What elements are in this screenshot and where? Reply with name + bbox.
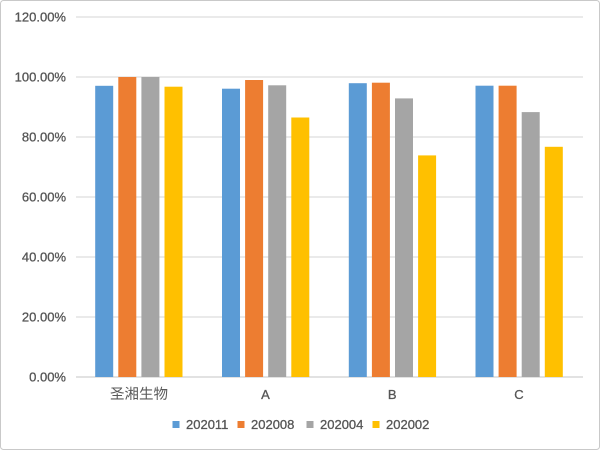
svg-text:40.00%: 40.00% [22,250,67,265]
svg-text:202008: 202008 [251,417,294,432]
svg-text:0.00%: 0.00% [29,370,66,385]
svg-text:A: A [261,387,270,402]
svg-text:100.00%: 100.00% [15,70,67,85]
svg-text:80.00%: 80.00% [22,130,67,145]
svg-text:B: B [388,387,397,402]
svg-text:120.00%: 120.00% [15,10,67,25]
svg-text:202002: 202002 [386,417,429,432]
svg-text:202004: 202004 [320,417,363,432]
svg-text:202011: 202011 [186,417,228,432]
svg-text:C: C [514,387,523,402]
svg-text:20.00%: 20.00% [22,310,67,325]
svg-text:60.00%: 60.00% [22,190,67,205]
